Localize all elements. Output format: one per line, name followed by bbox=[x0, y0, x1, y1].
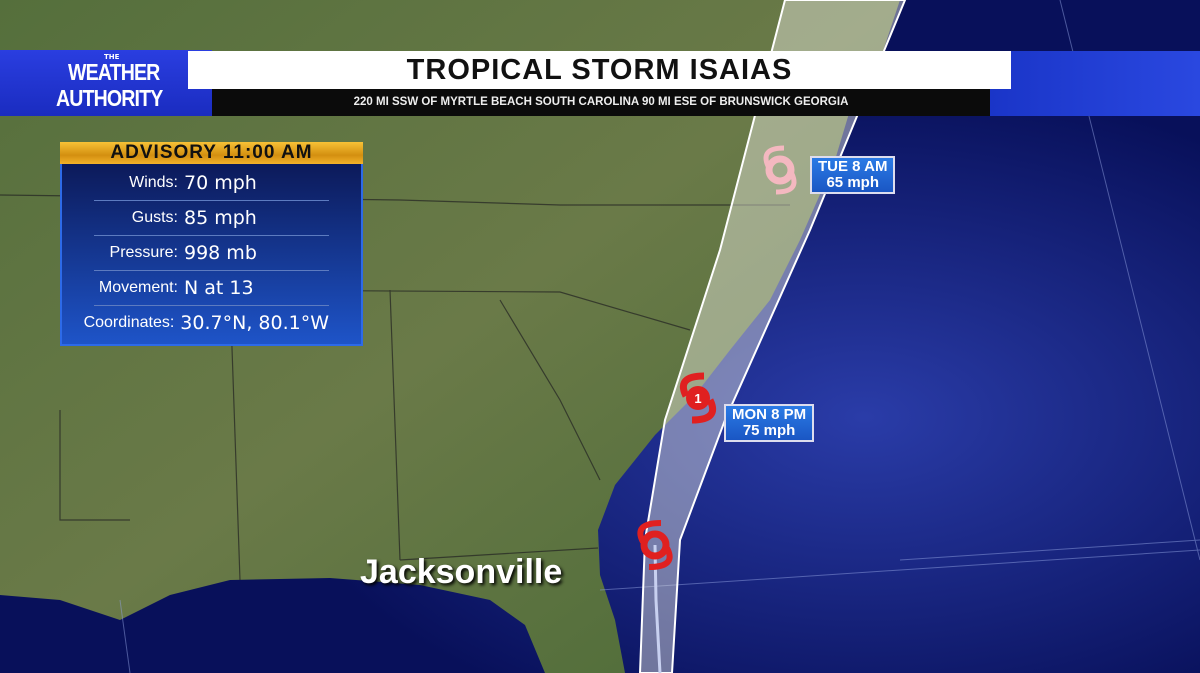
row-value: 70 mph bbox=[184, 172, 257, 194]
storm-title: TROPICAL STORM ISAIAS bbox=[188, 51, 1011, 89]
forecast-wind: 65 mph bbox=[826, 174, 879, 191]
forecast-label-tue: TUE 8 AM 65 mph bbox=[810, 156, 896, 194]
advisory-row-winds: Winds: 70 mph bbox=[94, 166, 329, 201]
row-value: N at 13 bbox=[184, 277, 254, 299]
storm-location-subtitle: 220 MI SSW OF MYRTLE BEACH SOUTH CAROLIN… bbox=[212, 89, 990, 116]
forecast-wind: 75 mph bbox=[742, 422, 796, 439]
row-value: 998 mb bbox=[184, 242, 257, 264]
row-label: Pressure: bbox=[109, 244, 178, 261]
header-accent-bar bbox=[990, 51, 1200, 116]
advisory-row-coordinates: Coordinates: 30.7°N, 80.1°W bbox=[84, 306, 329, 340]
city-label-jacksonville: Jacksonville bbox=[360, 553, 563, 591]
logo-line1: WEATHER bbox=[68, 59, 160, 85]
advisory-row-pressure: Pressure: 998 mb bbox=[94, 236, 329, 271]
current-storm-icon bbox=[637, 520, 673, 570]
row-label: Winds: bbox=[129, 174, 178, 191]
advisory-panel: ADVISORY 11:00 AM Winds: 70 mph Gusts: 85 … bbox=[60, 142, 363, 346]
logo-small-text: THE bbox=[104, 53, 120, 61]
advisory-row-gusts: Gusts: 85 mph bbox=[94, 201, 329, 236]
forecast-time: TUE 8 AM bbox=[818, 158, 888, 175]
advisory-title: ADVISORY 11:00 AM bbox=[60, 142, 363, 164]
storm-track bbox=[653, 544, 662, 673]
row-value: 85 mph bbox=[184, 207, 257, 229]
forecast-time: MON 8 PM bbox=[732, 406, 807, 423]
logo-line2: AUTHORITY bbox=[56, 85, 163, 111]
forecast-label-mon: MON 8 PM 75 mph bbox=[724, 404, 815, 442]
advisory-row-movement: Movement: N at 13 bbox=[94, 271, 329, 306]
row-label: Movement: bbox=[98, 279, 178, 296]
row-label: Coordinates: bbox=[83, 314, 175, 331]
tropical-storm-icon bbox=[763, 145, 797, 195]
hurricane-icon: 1 bbox=[679, 372, 717, 424]
category-label: 1 bbox=[694, 391, 701, 406]
row-label: Gusts: bbox=[131, 209, 178, 226]
forecast-cone bbox=[638, 0, 907, 673]
row-value: 30.7°N, 80.1°W bbox=[180, 312, 329, 334]
station-logo: THE WEATHER AUTHORITY bbox=[0, 50, 212, 116]
